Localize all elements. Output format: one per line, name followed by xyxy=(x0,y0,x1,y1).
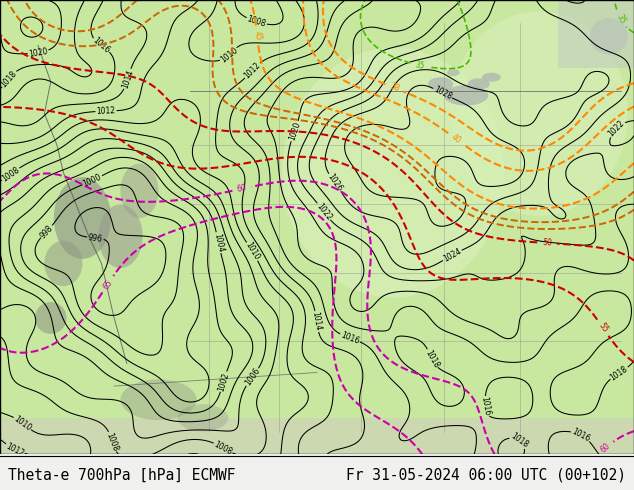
Text: 1006: 1006 xyxy=(243,367,262,388)
Ellipse shape xyxy=(282,48,504,297)
Text: 1022: 1022 xyxy=(606,119,626,139)
Ellipse shape xyxy=(44,241,82,286)
Text: 60: 60 xyxy=(599,441,612,455)
Text: 1008: 1008 xyxy=(246,14,267,29)
Text: 1022: 1022 xyxy=(314,201,333,222)
Text: 1026: 1026 xyxy=(326,172,344,193)
Text: 38: 38 xyxy=(388,82,401,94)
Text: Fr 31-05-2024 06:00 UTC (00+102): Fr 31-05-2024 06:00 UTC (00+102) xyxy=(346,467,626,483)
Ellipse shape xyxy=(444,85,488,106)
Ellipse shape xyxy=(447,69,460,76)
Text: 1008: 1008 xyxy=(105,431,120,452)
Text: 1008: 1008 xyxy=(0,165,21,183)
Ellipse shape xyxy=(428,77,453,91)
Text: 1018: 1018 xyxy=(609,364,630,382)
Text: 1002: 1002 xyxy=(216,371,231,392)
Text: 45: 45 xyxy=(252,30,262,41)
Text: 35: 35 xyxy=(614,12,627,25)
Ellipse shape xyxy=(467,78,490,90)
Text: 1016: 1016 xyxy=(339,330,361,346)
Text: 1018: 1018 xyxy=(0,69,18,89)
Ellipse shape xyxy=(54,177,111,259)
Text: 1012: 1012 xyxy=(4,441,25,458)
Text: 1012: 1012 xyxy=(242,60,262,80)
FancyBboxPatch shape xyxy=(0,418,634,454)
Ellipse shape xyxy=(35,302,67,334)
Ellipse shape xyxy=(120,164,158,218)
Text: 998: 998 xyxy=(39,223,55,240)
Text: 1018: 1018 xyxy=(423,348,441,369)
Text: 1010: 1010 xyxy=(243,241,261,262)
Text: 1010: 1010 xyxy=(219,46,240,65)
FancyBboxPatch shape xyxy=(558,0,634,68)
Ellipse shape xyxy=(590,18,628,54)
Text: 1016: 1016 xyxy=(91,36,111,55)
Text: 1008: 1008 xyxy=(212,440,234,457)
Text: 1010: 1010 xyxy=(12,414,33,432)
Text: 1014: 1014 xyxy=(311,311,323,332)
Ellipse shape xyxy=(450,11,628,216)
Text: 1024: 1024 xyxy=(441,246,463,264)
Text: 1018: 1018 xyxy=(509,431,530,449)
Text: 1028: 1028 xyxy=(432,85,453,102)
Ellipse shape xyxy=(178,404,228,432)
Text: Theta-e 700hPa [hPa] ECMWF: Theta-e 700hPa [hPa] ECMWF xyxy=(8,467,235,483)
Ellipse shape xyxy=(120,379,197,420)
Text: 1000: 1000 xyxy=(82,172,103,189)
Text: 1014: 1014 xyxy=(120,68,135,89)
Ellipse shape xyxy=(482,73,501,82)
Text: 35: 35 xyxy=(414,60,425,71)
Text: 1004: 1004 xyxy=(212,232,225,253)
Ellipse shape xyxy=(98,204,143,268)
Text: 1020: 1020 xyxy=(28,47,48,59)
Text: 1020: 1020 xyxy=(287,121,302,142)
Text: 40: 40 xyxy=(450,132,463,146)
Text: 55: 55 xyxy=(597,321,609,334)
Text: 1016: 1016 xyxy=(479,396,491,417)
Text: 1016: 1016 xyxy=(571,427,592,443)
Text: 60: 60 xyxy=(236,183,248,194)
Text: 65: 65 xyxy=(101,278,114,291)
Text: 1012: 1012 xyxy=(96,106,116,116)
Text: 50: 50 xyxy=(542,238,552,248)
Text: 996: 996 xyxy=(87,233,103,244)
